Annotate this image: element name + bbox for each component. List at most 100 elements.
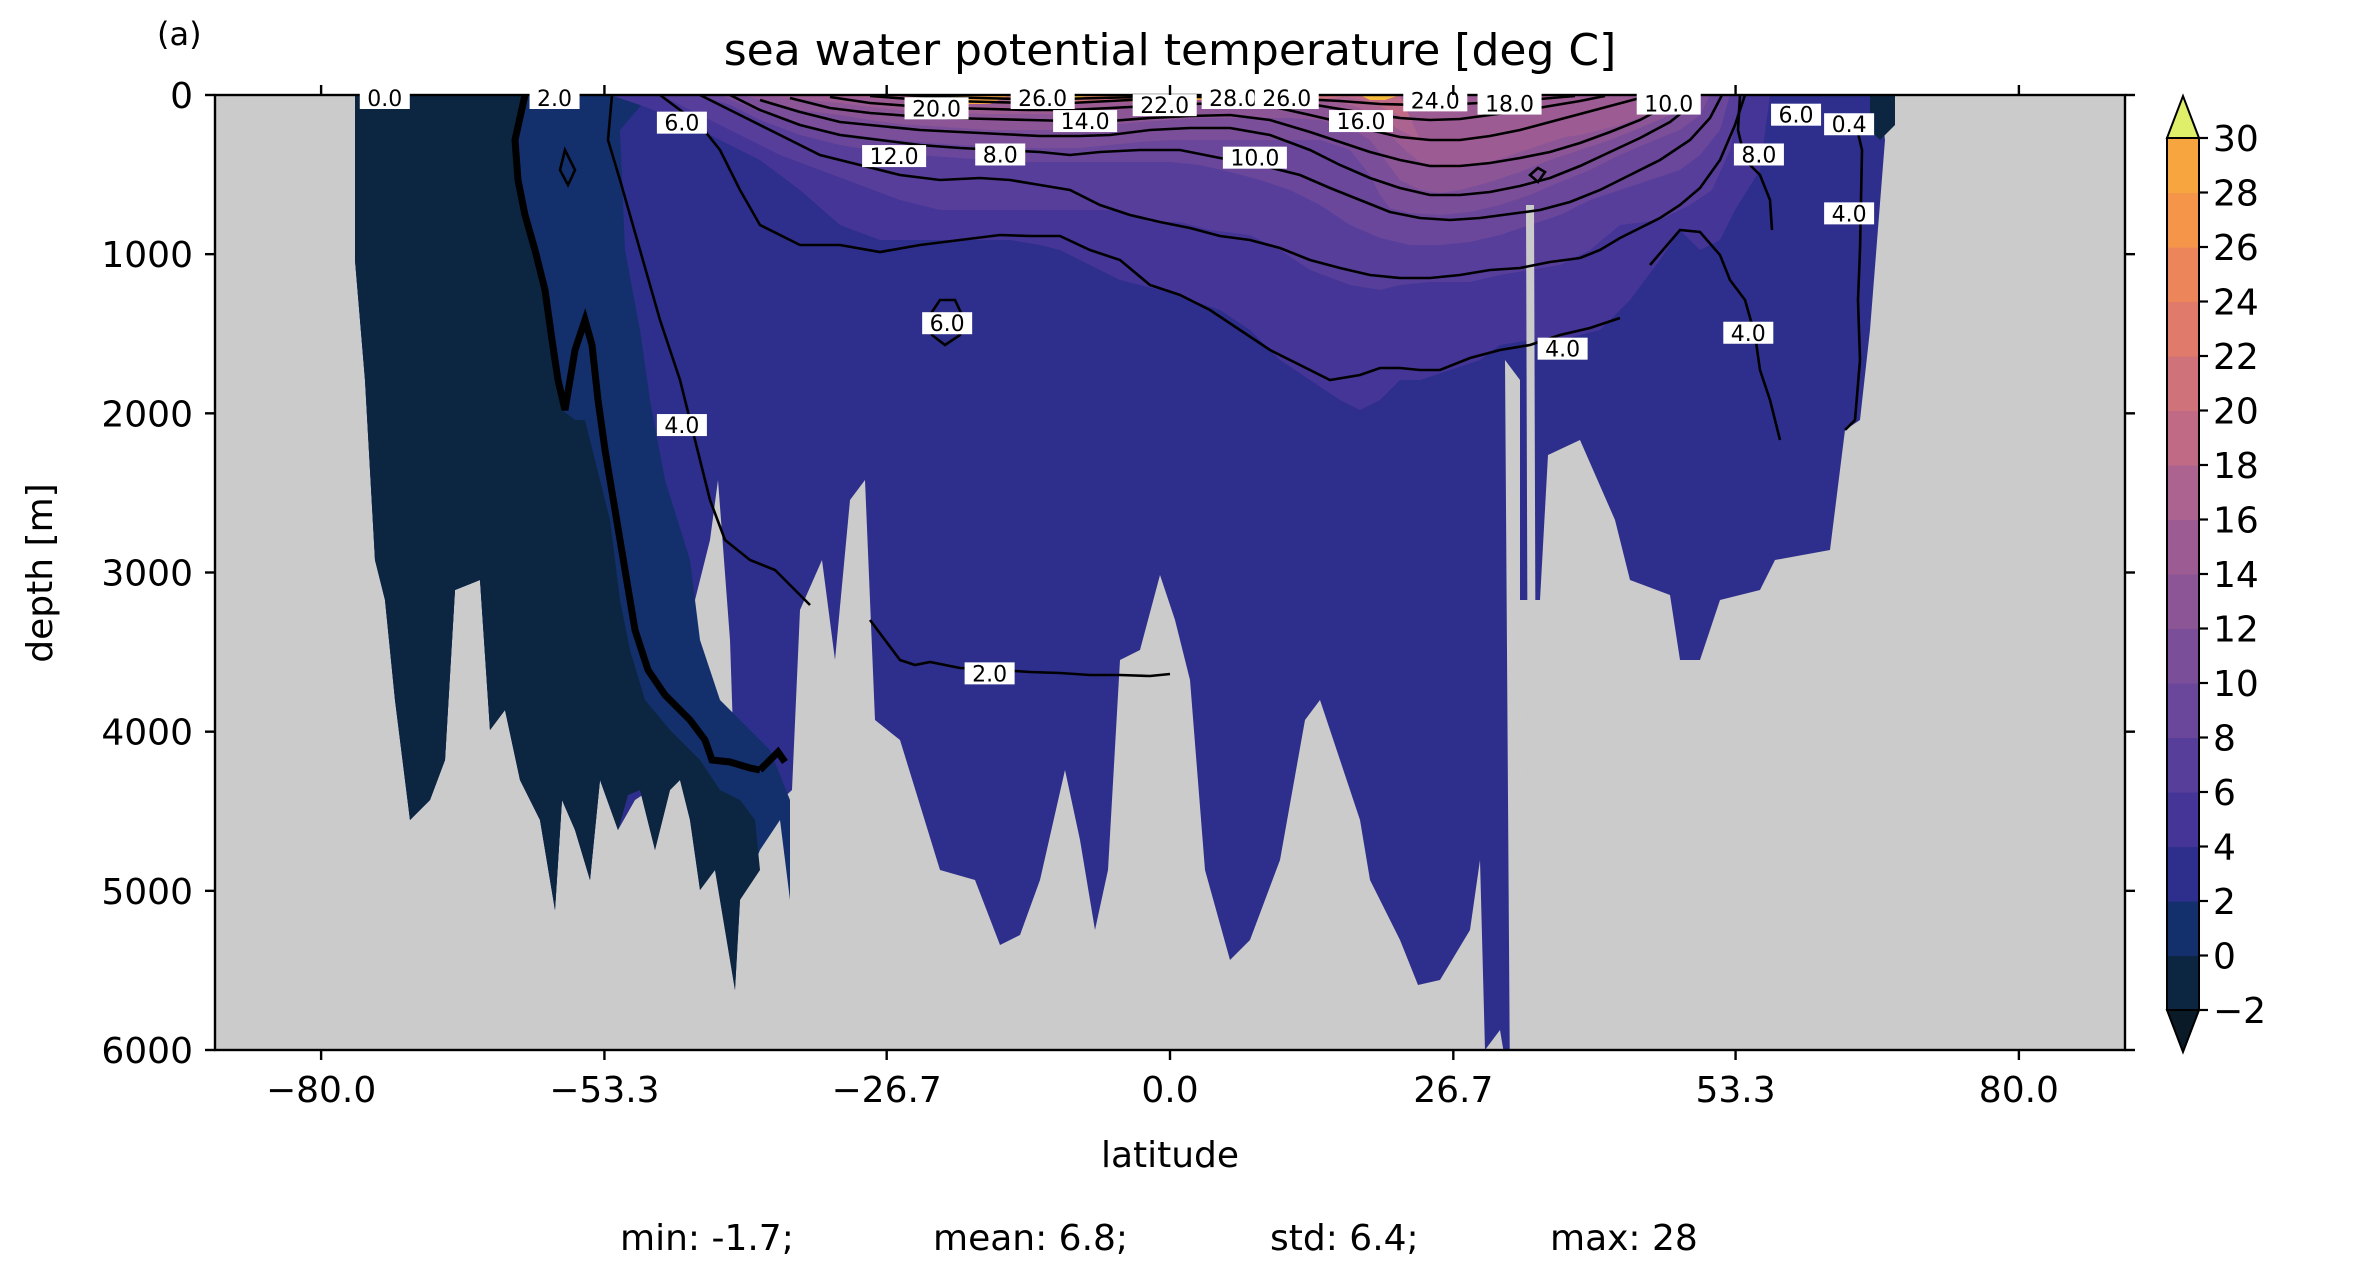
contour-label-text: 8.0 [1741, 143, 1776, 168]
contour-label: 24.0 [1403, 89, 1468, 114]
contour-6-south [659, 95, 1621, 382]
contour-label-text: 26.0 [1018, 87, 1067, 112]
colorbar-tick-label: 30 [2213, 119, 2259, 160]
colorbar-tick-label: 18 [2213, 446, 2259, 487]
contour-4-north [1844, 119, 1864, 431]
colorbar-segment [2167, 955, 2199, 1011]
contour-label: 6.0 [1771, 103, 1822, 129]
colorbar-tick-label: 20 [2213, 392, 2259, 433]
contour-label: 0.4 [1824, 113, 1875, 138]
colorbar-tick-label: −2 [2213, 991, 2266, 1032]
y-tick-label: 1000 [101, 235, 193, 276]
contour-label-text: 22.0 [1140, 94, 1189, 119]
contour-label-text: 6.0 [930, 312, 965, 337]
colorbar-tick-label: 10 [2213, 664, 2259, 705]
colorbar-tick-label: 14 [2213, 555, 2259, 596]
contour-label-layer: 0.0 2.06.020.0 26.012.0 8.014.022.0 28.0 26.0… [359, 87, 1875, 687]
band-coldest [355, 95, 760, 990]
stat-min: min: -1.7; [620, 1218, 794, 1259]
colorbar-tick-label: 0 [2213, 937, 2236, 978]
contour-label-text: 4.0 [1832, 202, 1867, 227]
contour-label-text: 10.0 [1644, 93, 1693, 118]
contour-label-text: 4.0 [1731, 322, 1766, 347]
contour-label: 2.0 [529, 87, 580, 112]
contour-12 [759, 98, 1696, 197]
contour-label-text: 18.0 [1485, 93, 1534, 118]
colorbar-segment [2167, 846, 2199, 902]
x-tick-label: 0.0 [1141, 1070, 1198, 1111]
contour-label: 4.0 [656, 414, 707, 439]
contour-10 [729, 95, 1724, 222]
contour-label-text: 10.0 [1230, 147, 1279, 172]
contour-label: 26.0 [1254, 87, 1319, 112]
colorbar-segment [2167, 247, 2199, 303]
contour-label-text: 4.0 [664, 414, 699, 439]
y-tick-label: 3000 [101, 554, 193, 595]
colorbar-segment [2167, 737, 2199, 793]
contour-label-text: 20.0 [912, 97, 961, 122]
colorbar-tick-label: 12 [2213, 610, 2259, 651]
contour-label-text: 6.0 [1779, 104, 1814, 129]
x-tick-label: 26.7 [1413, 1070, 1493, 1111]
contour-label-text: 2.0 [537, 87, 572, 112]
contour-zero-hook [757, 746, 788, 773]
colorbar-segment [2167, 574, 2199, 630]
colorbar-tick-label: 4 [2213, 828, 2236, 869]
y-tick-label: 5000 [101, 872, 193, 913]
contour-label: 22.0 [1132, 94, 1197, 119]
colorbar-segment [2167, 465, 2199, 521]
contour-label: 6.0 [656, 112, 707, 137]
colorbar-tick-label: 6 [2213, 773, 2236, 814]
contour-label: 2.0 [964, 662, 1015, 687]
contour-label: 16.0 [1329, 110, 1393, 135]
contour-label-text: 4.0 [1545, 338, 1580, 363]
contour-label: 10.0 [1636, 92, 1701, 118]
contour-label: 4.0 [1537, 337, 1588, 363]
colorbar-segment [2167, 138, 2199, 194]
contour-label-text: 24.0 [1411, 89, 1460, 114]
stat-mean: mean: 6.8; [933, 1218, 1128, 1259]
colorbar-tick-label: 24 [2213, 283, 2259, 324]
contour-label: 12.0 [862, 145, 927, 170]
colorbar-tick-label: 2 [2213, 882, 2236, 923]
contour-4-mid [1649, 228, 1782, 441]
colorbar-segment [2167, 683, 2199, 739]
colorbar-segment [2167, 519, 2199, 575]
y-axis-label: depth [m] [20, 483, 61, 662]
colorbar-segment [2167, 901, 2199, 957]
stat-max: max: 28 [1550, 1218, 1698, 1259]
colorbar-segment [2167, 301, 2199, 357]
x-tick-label: −53.3 [549, 1070, 659, 1111]
x-axis: −80.0 −53.3 −26.7 0.0 26.7 53.3 80.0 [266, 85, 2059, 1111]
contour-label-text: 0.4 [1832, 113, 1867, 138]
contour-label-text: 14.0 [1061, 110, 1110, 135]
contour-label-text: 8.0 [983, 143, 1018, 168]
contour-label-text: 12.0 [870, 145, 919, 170]
contour-label: 28.0 [1201, 87, 1266, 112]
colorbar-segment [2167, 410, 2199, 466]
contour-north-cap [1736, 95, 1774, 231]
y-tick-label: 0 [170, 76, 193, 117]
x-tick-label: 80.0 [1979, 1070, 2059, 1111]
y-axis: 0 1000 2000 3000 4000 5000 6000 [101, 76, 2135, 1072]
contour-4-south [606, 95, 811, 606]
colorbar-segment [2167, 192, 2199, 248]
ridge-gap [1526, 205, 1536, 800]
band-arctic [1870, 95, 1895, 140]
contour-label: 4.0 [1824, 202, 1875, 227]
colorbar-extend-top [2165, 93, 2201, 139]
contour-label: 14.0 [1053, 110, 1118, 135]
contour-label: 10.0 [1222, 146, 1287, 172]
band-surface-28b [1360, 95, 1400, 100]
contour-label: 8.0 [1733, 143, 1784, 168]
contour-label-text: 6.0 [664, 112, 699, 137]
contour-16 [829, 95, 1641, 142]
contour-label-text: 26.0 [1262, 87, 1311, 112]
contour-label: 18.0 [1477, 92, 1542, 118]
contour-label: 4.0 [1723, 321, 1774, 347]
contour-label: 26.0 [1010, 87, 1075, 112]
y-tick-label: 2000 [101, 394, 193, 435]
contour-label-text: 16.0 [1337, 110, 1386, 135]
